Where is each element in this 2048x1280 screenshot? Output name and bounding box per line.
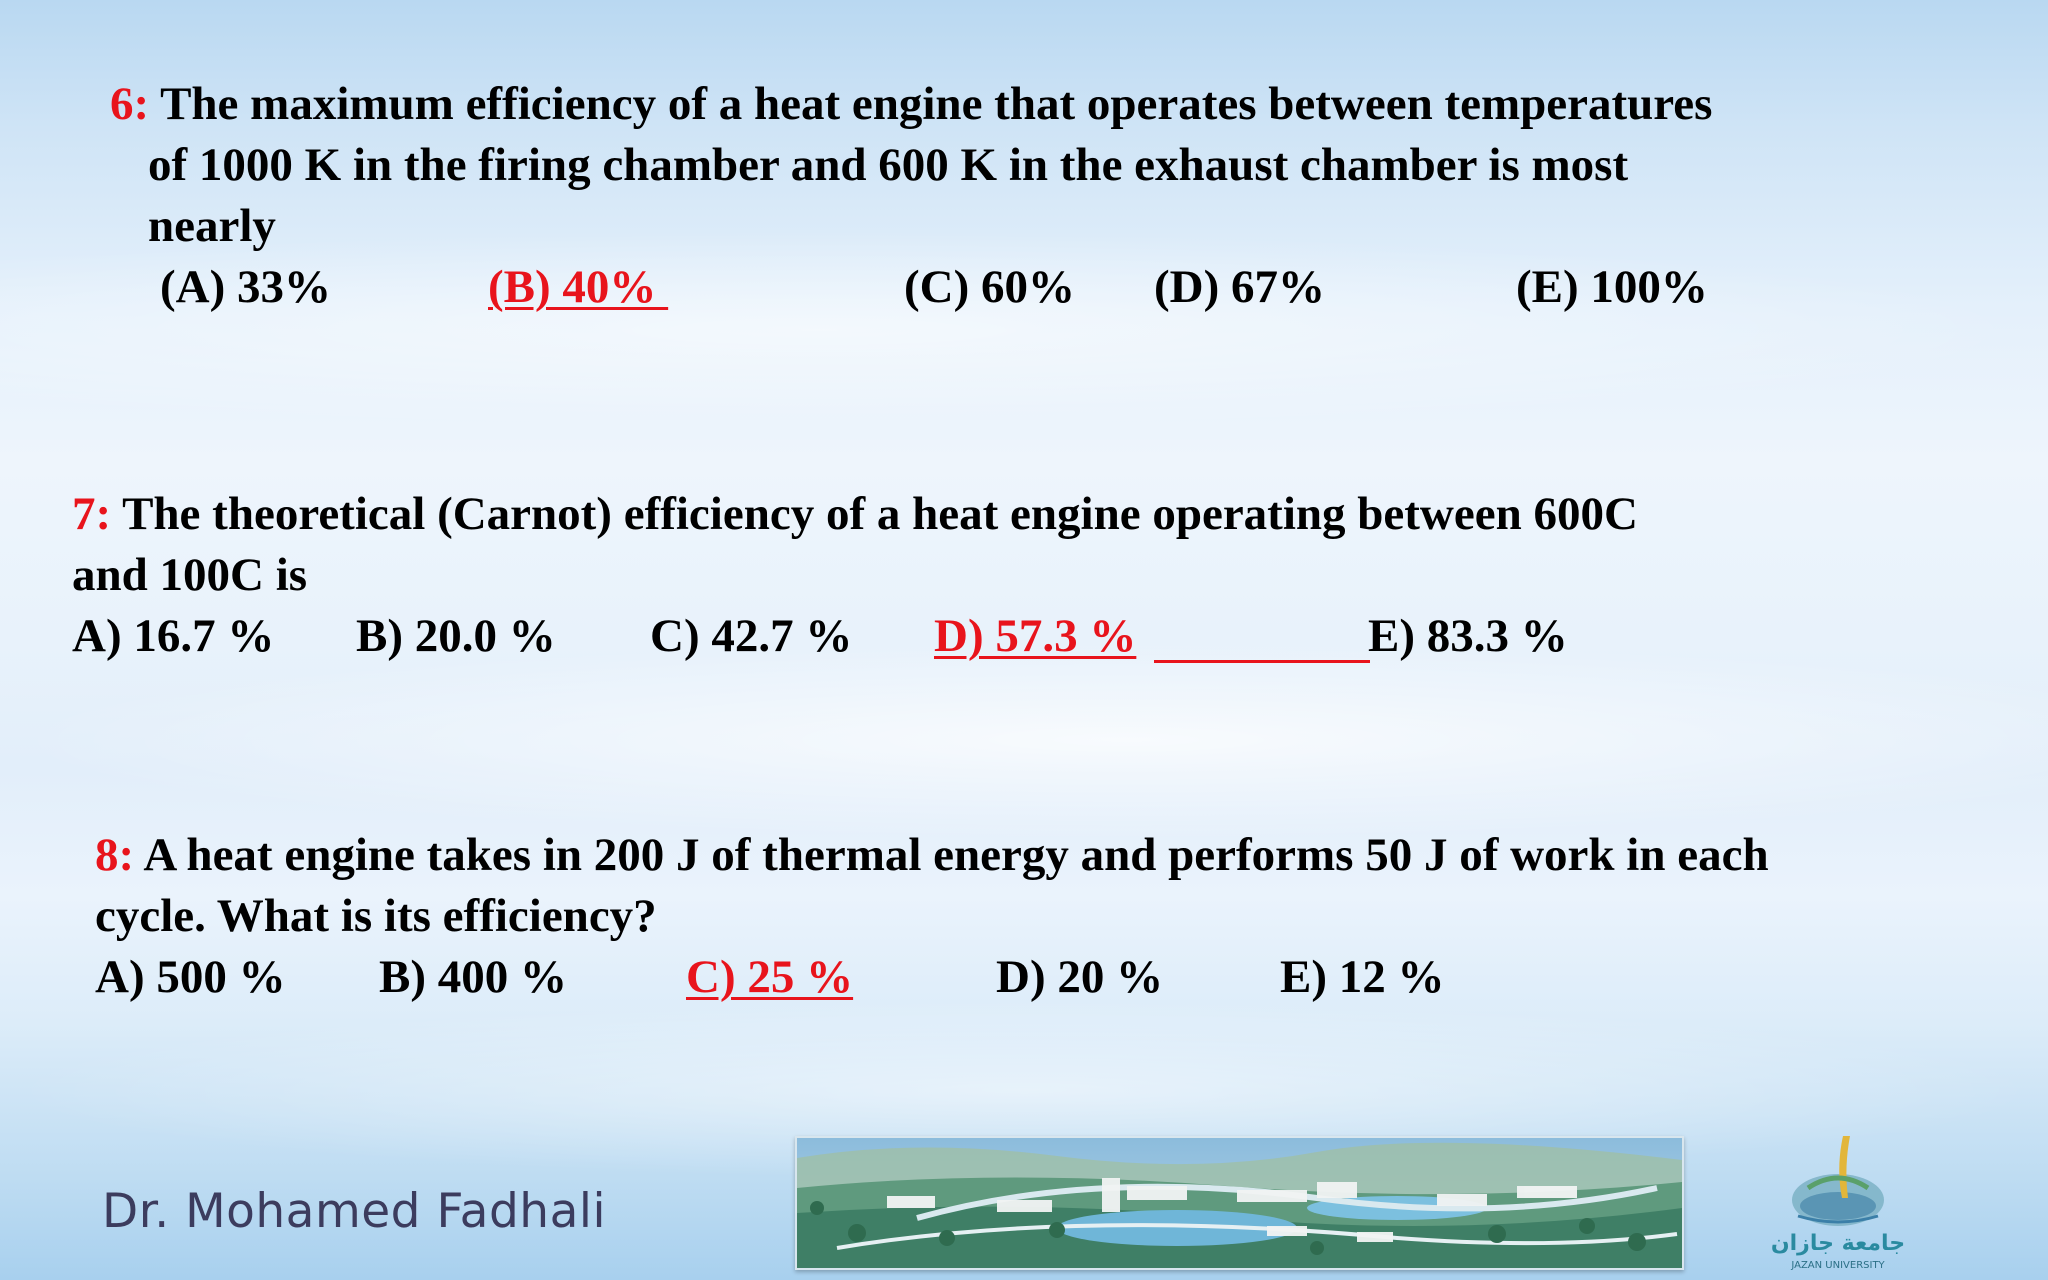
option-c-correct: C) 25 % [686, 951, 854, 1003]
campus-image [795, 1136, 1684, 1270]
logo-english-text: JAZAN UNIVERSITY [1790, 1260, 1885, 1271]
option-a: A) 16.7 % [72, 610, 275, 662]
question-8-line-1: 8: A heat engine takes in 200 J of therm… [95, 825, 1769, 886]
option-d-correct: D) 57.3 % [934, 610, 1137, 662]
answer-underline [1154, 660, 1370, 663]
option-d: (D) 67% [1154, 261, 1325, 313]
author-name: Dr. Mohamed Fadhali [102, 1184, 607, 1239]
question-text: The maximum efficiency of a heat engine … [160, 78, 1713, 130]
option-e: (E) 100% [1516, 261, 1708, 313]
question-7-line-1: 7: The theoretical (Carnot) efficiency o… [72, 484, 1638, 545]
question-text: A heat engine takes in 200 J of thermal … [143, 829, 1769, 881]
question-6: 6: The maximum efficiency of a heat engi… [110, 74, 1712, 318]
jazan-university-emblem: جامعة جازان JAZAN UNIVERSITY [1771, 1136, 1905, 1271]
question-8: 8: A heat engine takes in 200 J of therm… [95, 825, 1769, 1008]
option-c: (C) 60% [904, 261, 1075, 313]
option-b-correct: (B) 40% [488, 261, 669, 313]
question-6-line-1: 6: The maximum efficiency of a heat engi… [110, 74, 1712, 135]
option-b: B) 20.0 % [356, 610, 556, 662]
option-b: B) 400 % [379, 951, 567, 1003]
option-a: A) 500 % [95, 951, 286, 1003]
logo-arabic-text: جامعة جازان [1771, 1231, 1905, 1256]
option-a: (A) 33% [160, 261, 331, 313]
background-glow [0, 640, 2048, 840]
question-text: and 100C is [72, 549, 308, 601]
question-text: of 1000 K in the firing chamber and 600 … [148, 139, 1629, 191]
question-7: 7: The theoretical (Carnot) efficiency o… [72, 484, 1638, 667]
campus-illustration [797, 1138, 1682, 1268]
option-c: C) 42.7 % [650, 610, 853, 662]
question-text: The theoretical (Carnot) efficiency of a… [122, 488, 1638, 540]
university-logo: جامعة جازان JAZAN UNIVERSITY [1738, 1128, 1938, 1273]
option-e: E) 12 % [1280, 951, 1445, 1003]
question-text: nearly [148, 200, 276, 252]
answer-options: (A) 33% (B) 40% (C) 60% (D) 67% (E) 100% [110, 257, 1712, 318]
answer-options: A) 500 % B) 400 % C) 25 % D) 20 % E) 12 … [95, 947, 1769, 1008]
question-number: 6: [110, 78, 150, 130]
option-e: E) 83.3 % [1368, 610, 1568, 662]
question-number: 7: [72, 488, 112, 540]
option-d: D) 20 % [996, 951, 1164, 1003]
question-text: cycle. What is its efficiency? [95, 890, 657, 942]
answer-options: A) 16.7 % B) 20.0 % C) 42.7 % D) 57.3 % … [72, 606, 1638, 667]
question-number: 8: [95, 829, 135, 881]
